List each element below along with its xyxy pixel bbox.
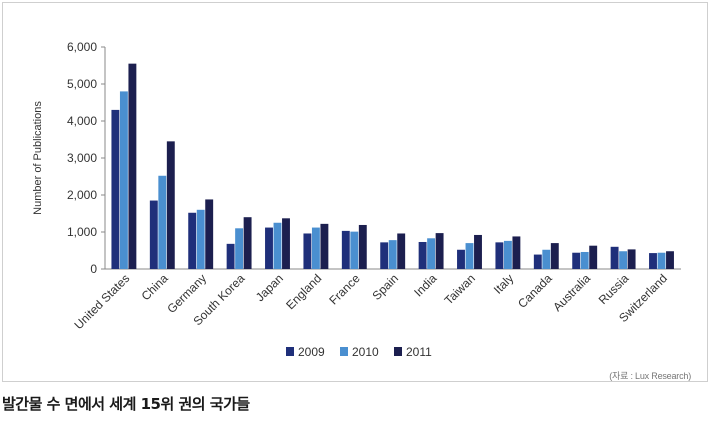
bar-2010: [388, 240, 397, 269]
bar-2010: [619, 251, 628, 269]
legend-label-2010: 2010: [352, 345, 379, 359]
x-tick-label: Japan: [253, 271, 286, 304]
bar-2011: [589, 245, 598, 269]
x-tick-label: Spain: [370, 271, 402, 303]
chart-frame: 0 1,000 2,000 3,000 4,000 5,000 6,000 United S…: [2, 2, 708, 382]
bar-2009: [111, 109, 120, 270]
bar-2011: [512, 236, 521, 269]
bar-2010: [657, 252, 666, 269]
bar-2011: [666, 251, 674, 269]
bar-2009: [341, 230, 350, 269]
bar-2009: [380, 242, 389, 269]
y-tick-label: 6,000: [67, 40, 97, 54]
y-axis: 0 1,000 2,000 3,000 4,000 5,000 6,000: [67, 40, 681, 276]
x-tick-label: Russia: [596, 271, 632, 307]
y-tick-label: 4,000: [67, 114, 97, 128]
legend-swatch-2011: [394, 347, 402, 356]
bar-2010: [465, 243, 474, 269]
x-tick-label: Canada: [515, 271, 555, 311]
y-axis-title: Number of Publications: [32, 101, 44, 215]
x-tick-label: China: [139, 271, 171, 303]
bar-2009: [226, 243, 235, 269]
bar-2010: [119, 91, 128, 270]
bar-2009: [418, 241, 427, 269]
bar-2011: [435, 233, 444, 269]
bar-2011: [474, 234, 482, 269]
bar-2011: [243, 217, 252, 269]
x-tick-label: United States: [71, 271, 132, 332]
x-tick-label: England: [283, 271, 324, 312]
legend: 2009 2010 2011: [286, 345, 432, 359]
bar-2010: [311, 227, 320, 269]
bar-2011: [128, 63, 137, 270]
x-tick-label: Taiwan: [442, 271, 478, 307]
bar-2009: [610, 246, 619, 269]
bar-2009: [457, 249, 465, 269]
x-tick-label: Italy: [491, 271, 516, 296]
bar-2010: [427, 238, 436, 269]
bar-2011: [205, 199, 214, 269]
figure-caption: 발간물 수 면에서 세계 15위 권의 국가들: [2, 395, 250, 413]
bar-2009: [149, 200, 158, 269]
bar-2009: [303, 233, 312, 269]
source-note: (자료 : Lux Research): [609, 371, 691, 381]
bar-2010: [196, 209, 205, 269]
x-tick-label: India: [411, 271, 440, 300]
bar-2009: [572, 252, 581, 269]
legend-label-2011: 2011: [406, 345, 432, 359]
bar-2009: [188, 212, 197, 269]
y-tick-label: 0: [90, 262, 97, 276]
bar-2011: [358, 224, 367, 269]
bar-2009: [649, 253, 657, 269]
bar-2011: [627, 249, 636, 269]
y-tick-label: 5,000: [67, 77, 97, 91]
y-tick-label: 2,000: [67, 188, 97, 202]
y-tick-label: 3,000: [67, 151, 97, 165]
bar-2010: [580, 251, 589, 269]
bar-2010: [542, 249, 551, 269]
bar-2011: [166, 141, 175, 269]
x-tick-label: Australia: [550, 271, 593, 314]
bar-2010: [503, 240, 512, 269]
legend-swatch-2009: [286, 347, 294, 356]
bar-2009: [265, 227, 273, 269]
bar-2009: [533, 254, 542, 269]
bar-2009: [495, 242, 504, 269]
legend-label-2009: 2009: [298, 345, 325, 359]
bar-2011: [282, 218, 290, 269]
bar-2010: [273, 222, 282, 269]
bar-2010: [158, 175, 167, 269]
legend-swatch-2010: [340, 347, 348, 356]
bar-chart: 0 1,000 2,000 3,000 4,000 5,000 6,000 United S…: [32, 40, 681, 359]
bar-2011: [397, 233, 406, 269]
x-tick-label: France: [326, 271, 363, 308]
bar-2011: [320, 223, 329, 269]
bar-2011: [550, 243, 559, 269]
bar-2010: [235, 228, 244, 269]
y-tick-label: 1,000: [67, 225, 97, 239]
bar-2010: [350, 231, 359, 269]
bars: [111, 63, 674, 270]
